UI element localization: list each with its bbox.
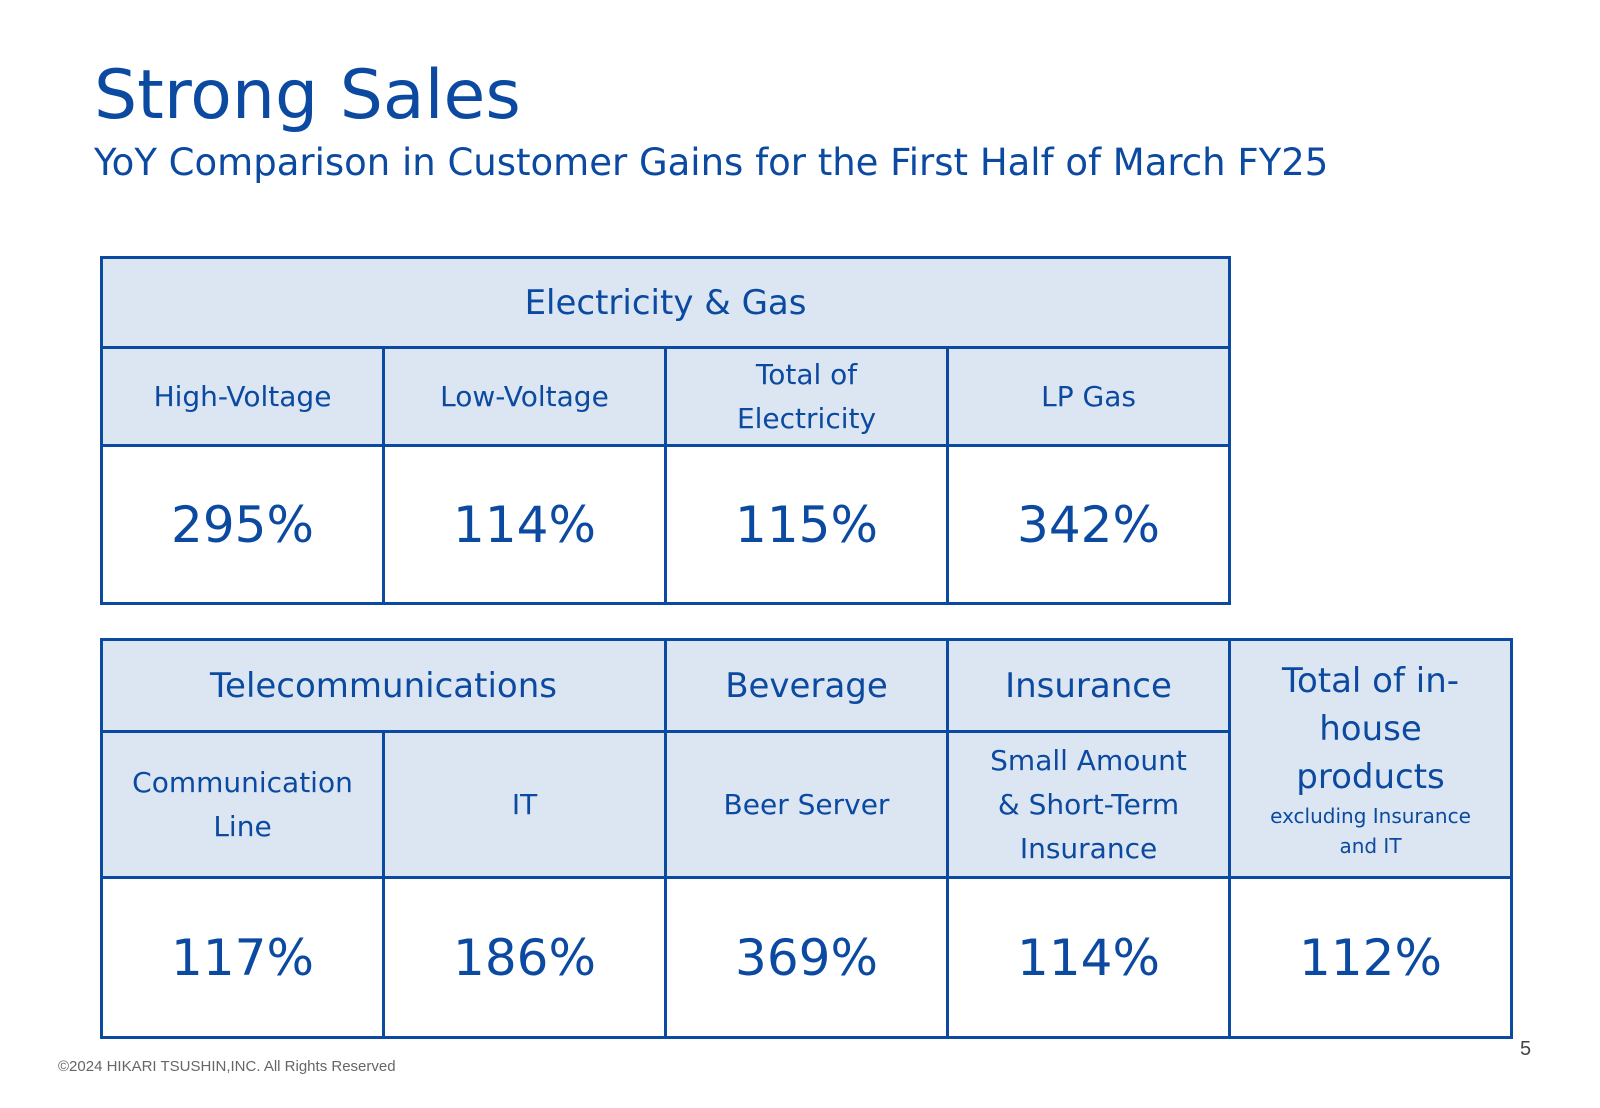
total-label-line2: house <box>1319 708 1422 749</box>
column-lp-gas: LP Gas <box>945 346 1232 447</box>
category-beverage: Beverage <box>664 638 949 733</box>
value-it: 186% <box>382 876 667 1039</box>
value-beer-server: 369% <box>664 876 949 1039</box>
column-total-electricity-line1: Total of <box>755 357 858 391</box>
value-total-electricity: 115% <box>664 444 949 605</box>
column-insurance-line1: Small Amount <box>990 743 1187 777</box>
total-note-line2: and IT <box>1339 833 1402 858</box>
value-insurance: 114% <box>946 876 1231 1039</box>
category-insurance: Insurance <box>946 638 1231 733</box>
copyright-footer: ©2024 HIKARI TSUSHIN,INC. All Rights Res… <box>58 1058 396 1075</box>
column-communication-line-line1: Communication <box>132 765 353 799</box>
page-subtitle: YoY Comparison in Customer Gains for the… <box>94 141 1329 184</box>
value-total-in-house: 112% <box>1228 876 1513 1039</box>
total-label-line1: Total of in- <box>1281 660 1460 701</box>
column-total-electricity: Total of Electricity <box>664 346 949 447</box>
category-electricity-gas: Electricity & Gas <box>99 256 1232 349</box>
column-insurance-line2: & Short-Term <box>997 787 1180 821</box>
total-label-line3: products <box>1296 756 1445 797</box>
column-insurance-line3: Insurance <box>1019 831 1158 865</box>
category-total-in-house: Total of in- house products excluding In… <box>1228 638 1513 879</box>
value-high-voltage: 295% <box>100 444 385 605</box>
column-high-voltage: High-Voltage <box>100 346 385 447</box>
column-beer-server: Beer Server <box>664 730 949 879</box>
value-low-voltage: 114% <box>382 444 667 605</box>
value-lp-gas: 342% <box>945 444 1232 605</box>
other-services-table: Telecommunications Beverage Insurance To… <box>100 638 1513 1039</box>
category-telecommunications: Telecommunications <box>100 638 667 733</box>
column-low-voltage: Low-Voltage <box>382 346 667 447</box>
column-communication-line-line2: Line <box>213 809 272 843</box>
value-communication-line: 117% <box>100 876 385 1039</box>
column-it: IT <box>382 730 667 879</box>
total-note-line1: excluding Insurance <box>1270 803 1471 828</box>
page-number: 5 <box>1520 1038 1532 1060</box>
column-communication-line: Communication Line <box>100 730 385 879</box>
page-title: Strong Sales <box>94 56 521 135</box>
column-total-electricity-line2: Electricity <box>736 401 877 435</box>
energy-table: Electricity & Gas High-Voltage Low-Volta… <box>99 256 1232 605</box>
column-small-amount-insurance: Small Amount & Short-Term Insurance <box>946 730 1231 879</box>
